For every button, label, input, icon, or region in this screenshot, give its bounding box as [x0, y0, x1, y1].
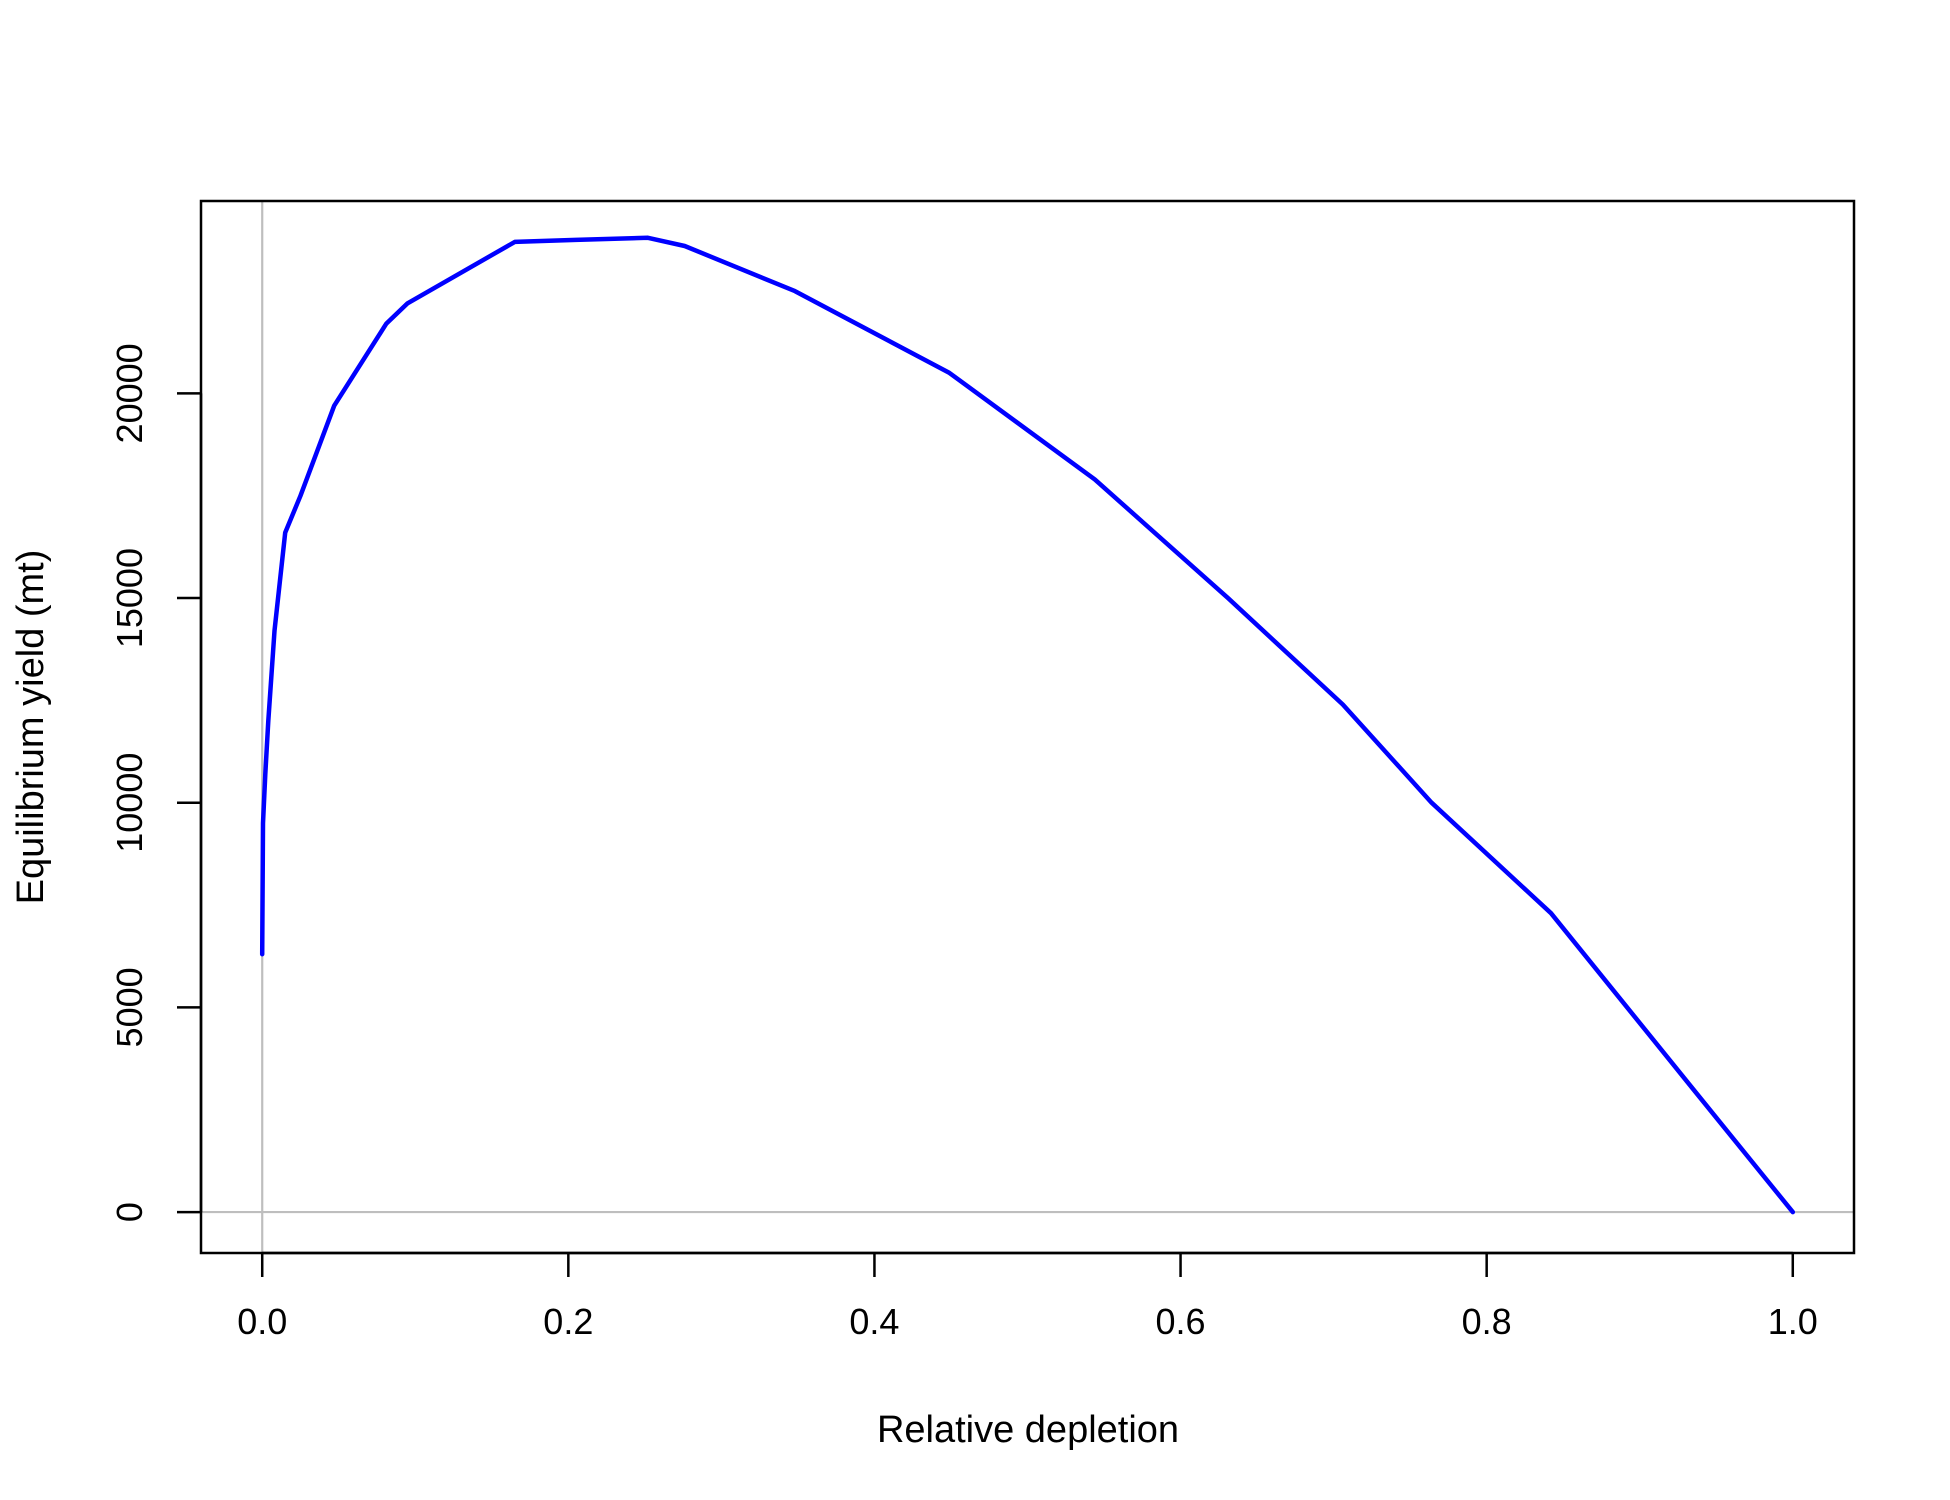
y-tick-label: 5000	[109, 967, 150, 1047]
x-tick-label: 0.0	[237, 1301, 287, 1342]
reference-lines	[201, 201, 1854, 1253]
x-tick-label: 1.0	[1768, 1301, 1818, 1342]
x-tick-label: 0.8	[1462, 1301, 1512, 1342]
y-tick-label: 0	[109, 1202, 150, 1222]
y-axis-title: Equilibrium yield (mt)	[10, 550, 52, 905]
y-tick-label: 20000	[109, 343, 150, 443]
x-axis: 0.0 0.2 0.4 0.6 0.8 1.0	[237, 1251, 1818, 1342]
y-axis: 0 5000 10000 15000 20000	[109, 343, 203, 1222]
x-tick-label: 0.6	[1156, 1301, 1206, 1342]
y-tick-label: 10000	[109, 753, 150, 853]
x-axis-title: Relative depletion	[877, 1409, 1179, 1451]
series-line-1	[259, 235, 1796, 1215]
series-layer	[259, 235, 1796, 1215]
y-tick-label: 15000	[109, 548, 150, 648]
x-tick-label: 0.2	[543, 1301, 593, 1342]
x-tick-label: 0.4	[849, 1301, 899, 1342]
